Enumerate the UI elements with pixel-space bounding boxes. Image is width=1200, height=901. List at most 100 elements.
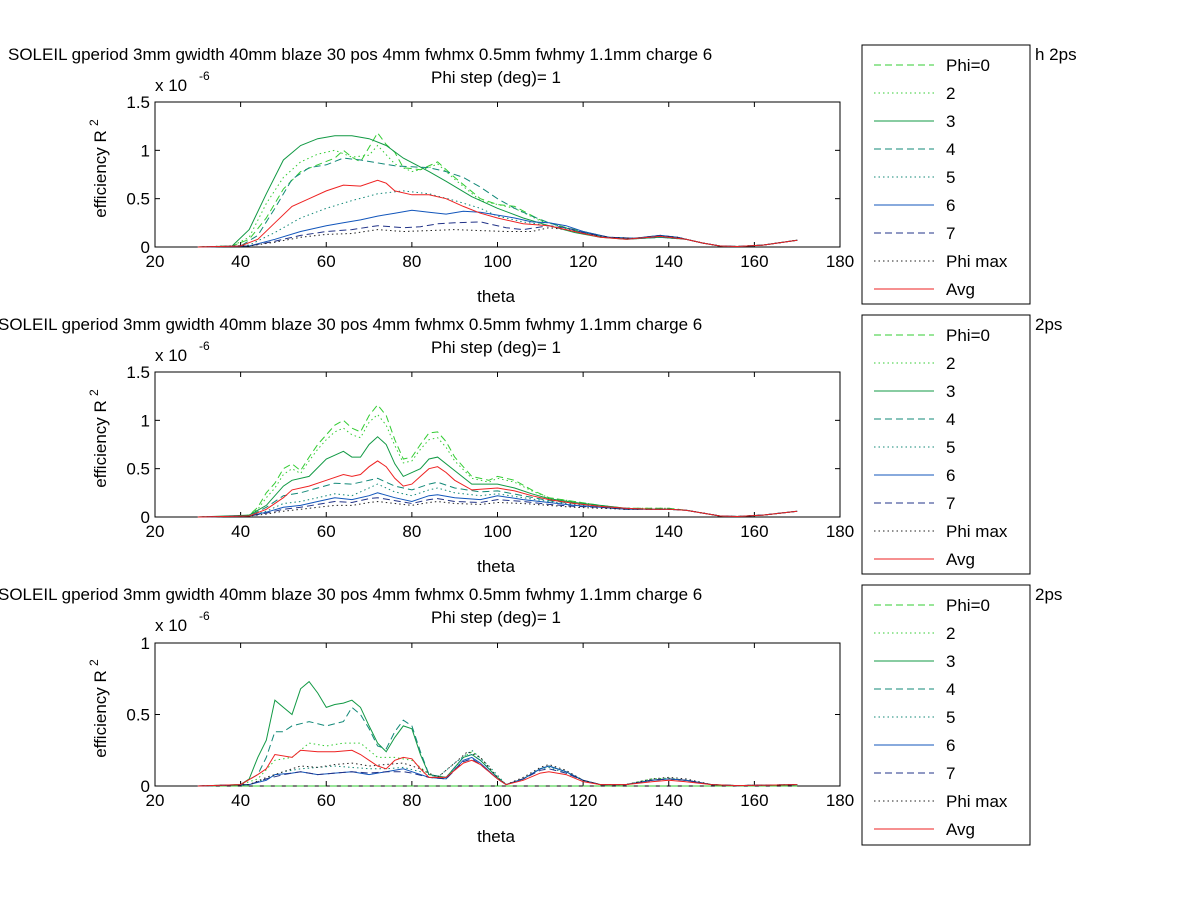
- series-line-9: [197, 179, 798, 248]
- legend-label: 5: [946, 708, 955, 727]
- chart-subtitle: Phi step (deg)= 1: [431, 68, 561, 87]
- y-tick-label: 0: [141, 238, 150, 257]
- panel-1: 20 40 60 80 100 120 140 160 180 0 0.5 1 1.5 SOLEIL …: [8, 44, 1077, 306]
- y-ticks: 0 0.5 1 1.5: [126, 93, 840, 257]
- plot-lines: [197, 680, 798, 787]
- x-tick-label: 100: [483, 522, 511, 541]
- x-tick-label: 60: [317, 522, 336, 541]
- y-axis-label-sup: 2: [87, 659, 101, 666]
- y-ticks: 0 0.5 1 1.5: [126, 363, 840, 527]
- legend-label: Phi=0: [946, 596, 990, 615]
- legend: Phi=0 2 3 4 5 6 7 Phi max Avg: [874, 326, 1008, 569]
- chart-title-tail: 2ps: [1035, 315, 1062, 334]
- x-tick-label: 20: [146, 252, 165, 271]
- x-ticks: 20 40 60 80 100 120 140 160 180: [146, 372, 854, 541]
- chart-subtitle: Phi step (deg)= 1: [431, 608, 561, 627]
- panel-3: 20 40 60 80 100 120 140 160 180 00.51 SOLEIL gpe…: [0, 584, 1062, 846]
- chart-title: SOLEIL gperiod 3mm gwidth 40mm blaze 30 …: [0, 315, 702, 334]
- legend-label: 2: [946, 84, 955, 103]
- x-tick-label: 180: [826, 522, 854, 541]
- legend-box: [861, 314, 1031, 575]
- y-axis-label: efficiency R: [91, 400, 110, 488]
- legend-label: Avg: [946, 550, 975, 569]
- legend-label: Phi max: [946, 252, 1008, 271]
- x-tick-label: 40: [231, 252, 250, 271]
- x-axis-label: theta: [477, 827, 515, 846]
- y-axis-label: efficiency R: [91, 670, 110, 758]
- x-tick-label: 40: [231, 791, 250, 810]
- x-tick-label: 120: [569, 522, 597, 541]
- x-axis-label: theta: [477, 557, 515, 576]
- legend-label: Phi max: [946, 792, 1008, 811]
- y-tick-label: 1: [141, 634, 150, 653]
- legend-label: 6: [946, 196, 955, 215]
- chart-title: SOLEIL gperiod 3mm gwidth 40mm blaze 30 …: [8, 45, 712, 64]
- exponent-sup: -6: [199, 339, 210, 353]
- series-line-9: [197, 460, 798, 518]
- x-tick-label: 80: [402, 252, 421, 271]
- x-tick-label: 180: [826, 252, 854, 271]
- x-tick-label: 20: [146, 522, 165, 541]
- x-tick-label: 60: [317, 791, 336, 810]
- legend-label: 7: [946, 494, 955, 513]
- exponent-label: x 10: [155, 76, 187, 95]
- exponent-sup: -6: [199, 69, 210, 83]
- x-tick-label: 100: [483, 791, 511, 810]
- x-tick-label: 160: [740, 522, 768, 541]
- series-line-4: [197, 477, 798, 518]
- x-tick-label: 140: [655, 791, 683, 810]
- legend-label: 7: [946, 224, 955, 243]
- axes-box: [154, 101, 841, 248]
- x-tick-label: 100: [483, 252, 511, 271]
- series-line-2: [197, 742, 798, 787]
- legend-label: 7: [946, 764, 955, 783]
- axes-box: [154, 642, 841, 787]
- legend-box: [861, 584, 1031, 846]
- x-tick-label: 40: [231, 522, 250, 541]
- series-line-5: [197, 483, 798, 518]
- x-tick-label: 120: [569, 791, 597, 810]
- series-line-2: [197, 413, 798, 518]
- legend: Phi=0 2 3 4 5 6 7 Phi max Avg: [874, 596, 1008, 839]
- y-tick-label: 0: [141, 777, 150, 796]
- legend-label: 4: [946, 680, 955, 699]
- legend-label: Avg: [946, 820, 975, 839]
- legend-label: 5: [946, 168, 955, 187]
- y-ticks: 00.51: [126, 634, 840, 796]
- legend-box: [861, 44, 1031, 305]
- x-tick-label: 20: [146, 791, 165, 810]
- chart-subtitle: Phi step (deg)= 1: [431, 338, 561, 357]
- plot-lines: [197, 404, 798, 518]
- y-tick-label: 0.5: [126, 460, 150, 479]
- legend: Phi=0 2 3 4 5 6 7 Phi max Avg: [874, 56, 1008, 299]
- series-line-8: [197, 500, 798, 518]
- legend-label: 6: [946, 736, 955, 755]
- y-tick-label: 0.5: [126, 706, 150, 725]
- x-tick-label: 140: [655, 522, 683, 541]
- x-tick-label: 160: [740, 791, 768, 810]
- legend-label: 6: [946, 466, 955, 485]
- plot-lines: [197, 131, 798, 248]
- series-line-4: [197, 157, 798, 248]
- y-tick-label: 0.5: [126, 190, 150, 209]
- y-axis-label: efficiency R: [91, 130, 110, 218]
- x-tick-label: 140: [655, 252, 683, 271]
- legend-label: Phi max: [946, 522, 1008, 541]
- x-tick-label: 120: [569, 252, 597, 271]
- x-tick-label: 80: [402, 791, 421, 810]
- legend-label: Phi=0: [946, 56, 990, 75]
- exponent-label: x 10: [155, 616, 187, 635]
- x-tick-label: 60: [317, 252, 336, 271]
- x-tick-label: 80: [402, 522, 421, 541]
- legend-label: Phi=0: [946, 326, 990, 345]
- x-ticks: 20 40 60 80 100 120 140 160 180: [146, 102, 854, 271]
- legend-label: 2: [946, 624, 955, 643]
- legend-label: 4: [946, 140, 955, 159]
- legend-label: 3: [946, 652, 955, 671]
- y-axis-label-sup: 2: [87, 389, 101, 396]
- chart-title-tail: 2ps: [1035, 585, 1062, 604]
- chart-title: SOLEIL gperiod 3mm gwidth 40mm blaze 30 …: [0, 585, 702, 604]
- x-tick-label: 160: [740, 252, 768, 271]
- y-tick-label: 1: [141, 411, 150, 430]
- y-tick-label: 1.5: [126, 363, 150, 382]
